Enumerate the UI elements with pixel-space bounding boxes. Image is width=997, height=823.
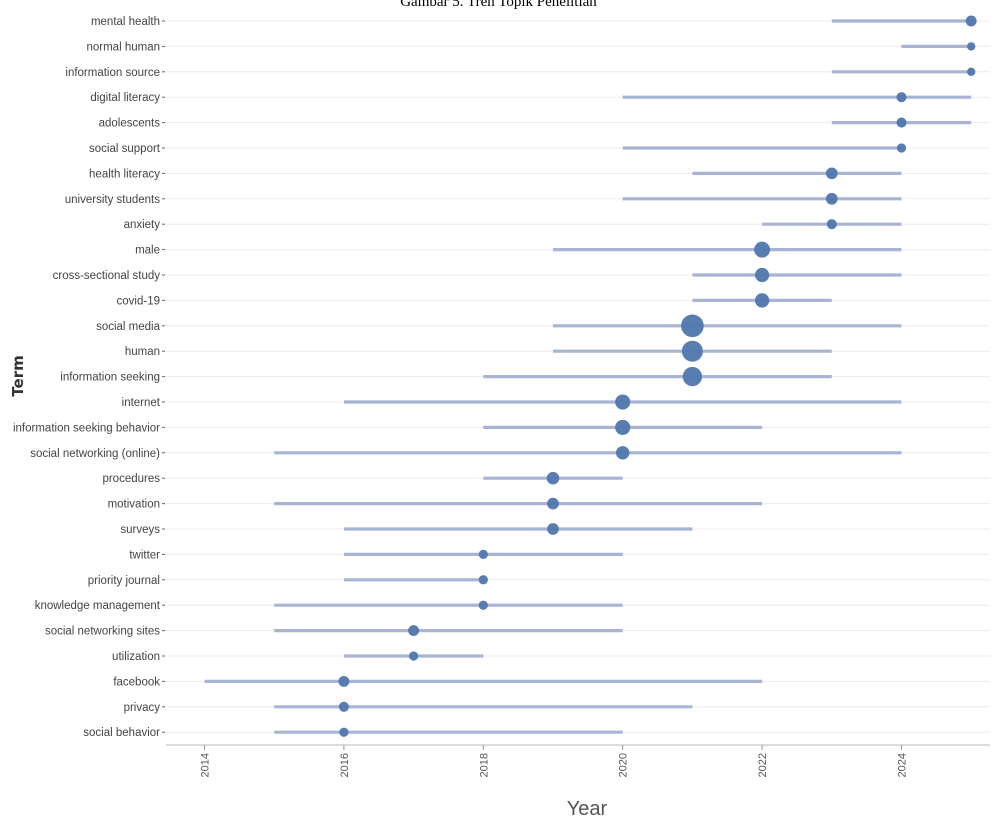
term-label: privacy	[124, 702, 161, 714]
x-tick-label: 2016	[339, 753, 351, 777]
term-label: university students	[65, 194, 160, 206]
term-median-point	[967, 67, 976, 77]
term-label: covid-19	[117, 295, 160, 307]
x-axis-title: Year	[567, 798, 608, 820]
term-median-point	[896, 92, 907, 103]
term-label: information seeking behavior	[13, 422, 160, 434]
figure-caption: Gambar 5. Tren Topik Penelitian	[400, 0, 597, 10]
term-label: information seeking	[60, 372, 160, 384]
x-tick-labels: 2014 2016 2018 2020 2022 2024	[200, 753, 909, 777]
term-label: twitter	[129, 549, 160, 561]
term-median-point	[825, 167, 838, 180]
term-median-point	[826, 219, 837, 230]
term-label: procedures	[102, 473, 160, 485]
term-label: anxiety	[124, 219, 161, 231]
term-label: utilization	[112, 651, 160, 663]
term-label: social support	[89, 143, 161, 155]
y-axis-title: Term	[9, 355, 27, 396]
term-median-point	[338, 701, 349, 712]
x-tick-label: 2018	[478, 753, 490, 777]
term-label: priority journal	[88, 575, 160, 587]
term-median-points	[338, 15, 977, 737]
term-label: information source	[65, 67, 160, 79]
term-median-point	[408, 625, 420, 637]
term-label: social networking (online)	[30, 448, 160, 460]
term-median-point	[682, 366, 703, 387]
term-label: knowledge management	[35, 600, 161, 612]
term-median-point	[615, 446, 630, 460]
term-median-point	[478, 600, 488, 610]
term-median-point	[338, 675, 350, 687]
term-median-point	[754, 241, 771, 258]
term-median-point	[615, 394, 631, 410]
term-label: digital literacy	[90, 92, 160, 104]
term-median-point	[896, 117, 907, 128]
term-median-point	[754, 293, 770, 308]
term-labels: mental health normal human information sou…	[13, 16, 165, 739]
term-label: male	[135, 245, 160, 257]
term-median-point	[546, 471, 560, 485]
axes	[166, 744, 990, 750]
term-median-point	[754, 267, 770, 283]
term-median-point	[478, 549, 488, 560]
term-label: adolescents	[99, 118, 161, 130]
term-median-point	[547, 497, 559, 510]
term-median-point	[547, 523, 559, 535]
x-tick-label: 2022	[757, 753, 769, 777]
term-label: social media	[96, 321, 161, 333]
x-tick-label: 2014	[200, 753, 212, 777]
term-label: human	[125, 346, 160, 358]
term-median-point	[478, 575, 488, 585]
term-median-point	[965, 15, 977, 27]
term-median-point	[681, 314, 704, 338]
term-median-point	[896, 143, 907, 153]
term-label: normal human	[86, 41, 160, 53]
term-label: motivation	[108, 499, 160, 511]
x-tick-label: 2020	[618, 753, 630, 777]
term-label: surveys	[120, 524, 160, 536]
term-label: cross-sectional study	[53, 270, 161, 282]
term-label: social networking sites	[45, 626, 160, 638]
term-label: mental health	[91, 16, 160, 28]
term-median-point	[967, 42, 976, 51]
term-median-point	[681, 340, 703, 362]
term-label: social behavior	[83, 727, 160, 739]
term-label: health literacy	[89, 168, 160, 180]
term-label: internet	[122, 397, 161, 409]
x-tick-label: 2024	[897, 753, 909, 777]
term-median-point	[825, 192, 838, 205]
term-label: facebook	[113, 676, 160, 688]
term-median-point	[408, 651, 419, 661]
term-median-point	[615, 419, 631, 435]
term-median-point	[339, 727, 349, 737]
